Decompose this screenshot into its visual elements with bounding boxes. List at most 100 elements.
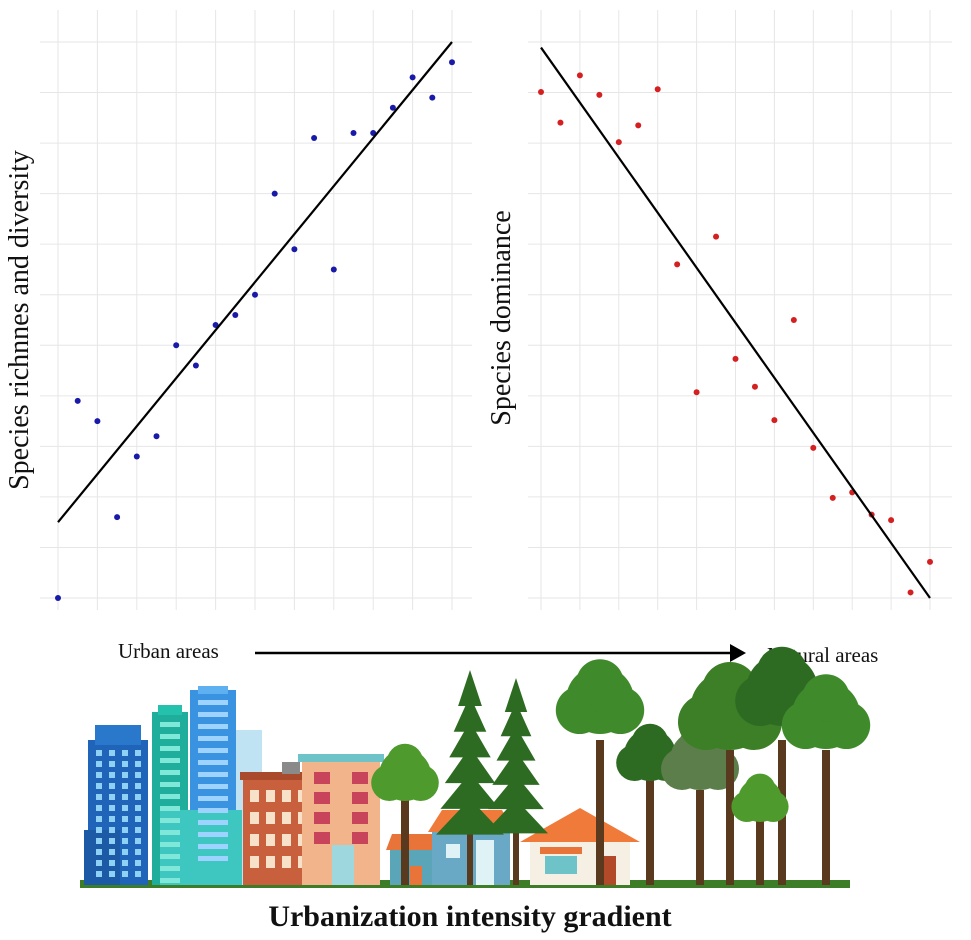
window-icon: [109, 860, 115, 866]
window-icon: [352, 792, 368, 804]
dominance-chart: [528, 10, 952, 610]
window-icon: [122, 750, 128, 756]
dominance-data-point: [557, 119, 564, 126]
richness-y-axis-label: Species richnnes and diversity: [4, 150, 35, 490]
dominance-y-axis-label: Species dominance: [486, 210, 517, 425]
dominance-data-point: [538, 89, 544, 96]
richness-data-point: [94, 418, 101, 425]
broadleaf-tree-icon: [631, 723, 669, 761]
window-icon: [135, 750, 141, 756]
window-icon: [160, 878, 180, 883]
dominance-trend-line: [540, 46, 931, 599]
richness-data-point: [350, 129, 357, 136]
cottage-icon: [520, 808, 640, 885]
dominance-data-point: [751, 383, 758, 390]
window-icon: [198, 808, 228, 813]
richness-data-point: [409, 74, 416, 81]
window-icon: [198, 700, 228, 705]
window-icon: [122, 849, 128, 855]
window-icon: [160, 794, 180, 799]
window-icon: [122, 871, 128, 877]
richness-data-point: [252, 291, 258, 298]
gradient-arrow-head-icon: [730, 644, 746, 662]
richness-data-point: [449, 59, 455, 66]
broadleaf-tree-icon: [576, 659, 624, 707]
window-icon: [122, 838, 128, 844]
skyscraper-windows: [96, 700, 228, 883]
window-icon: [352, 832, 368, 844]
window-icon: [314, 772, 330, 784]
window-icon: [160, 830, 180, 835]
trunk-icon: [401, 790, 409, 885]
dominance-data-point: [790, 317, 797, 323]
window-icon: [198, 748, 228, 753]
broadleaf-tree-icon: [744, 773, 776, 805]
trunk-icon: [696, 790, 704, 885]
pine-tree-icon: [484, 799, 548, 834]
window-icon: [198, 712, 228, 717]
window-icon: [135, 794, 141, 800]
dominance-data-point: [615, 139, 622, 146]
pine-tree-icon: [458, 670, 482, 706]
richness-data-point: [232, 311, 239, 318]
window-icon: [135, 816, 141, 822]
peach-building-windows: [314, 772, 368, 844]
window-icon: [198, 820, 228, 825]
richness-data-point: [311, 135, 318, 142]
richness-data-point: [429, 94, 436, 101]
pine-tree-icon: [453, 695, 487, 732]
richness-data-point: [55, 595, 61, 601]
dominance-data-point: [771, 417, 778, 424]
window-icon: [96, 805, 102, 811]
richness-data-point: [74, 397, 81, 404]
window-icon: [122, 783, 128, 789]
window-icon: [266, 790, 275, 802]
dominance-grid: [528, 10, 952, 610]
window-icon: [109, 805, 115, 811]
dominance-data-point: [576, 72, 583, 79]
window-icon: [198, 724, 228, 729]
dominance-data-point: [654, 86, 661, 93]
window-icon: [160, 782, 180, 787]
trunk-icon: [513, 797, 519, 885]
dominance-data-point: [829, 494, 836, 501]
window-icon: [109, 871, 115, 877]
window-icon: [96, 838, 102, 844]
window-icon: [109, 838, 115, 844]
richness-data-point: [271, 190, 278, 197]
window-icon: [96, 827, 102, 833]
richness-trend-line: [57, 41, 453, 523]
window-icon: [266, 856, 275, 868]
window-icon: [352, 812, 368, 824]
window-icon: [314, 792, 330, 804]
window-icon: [282, 812, 291, 824]
trunk-icon: [467, 796, 473, 885]
window-icon: [266, 834, 275, 846]
window-icon: [282, 856, 291, 868]
window-icon: [122, 805, 128, 811]
window-icon: [198, 796, 228, 801]
richness-data-point: [192, 362, 199, 369]
urban-to-natural-illustration: [80, 646, 871, 888]
window-icon: [160, 770, 180, 775]
window-icon: [160, 854, 180, 859]
window-icon: [160, 866, 180, 871]
richness-data-point: [330, 266, 337, 273]
richness-data-point: [153, 433, 160, 440]
trunk-icon: [646, 780, 654, 885]
window-icon: [160, 842, 180, 847]
pine-tree-icon: [444, 747, 496, 784]
window-icon: [135, 783, 141, 789]
window-icon: [198, 760, 228, 765]
richness-data-point: [133, 453, 140, 460]
window-icon: [135, 871, 141, 877]
window-icon: [122, 827, 128, 833]
window-icon: [198, 832, 228, 837]
window-icon: [352, 772, 368, 784]
window-icon: [96, 750, 102, 756]
pine-tree-icon: [492, 750, 540, 785]
window-icon: [135, 860, 141, 866]
dominance-data-point: [693, 389, 700, 396]
richness-data-point: [291, 246, 298, 253]
window-icon: [282, 834, 291, 846]
